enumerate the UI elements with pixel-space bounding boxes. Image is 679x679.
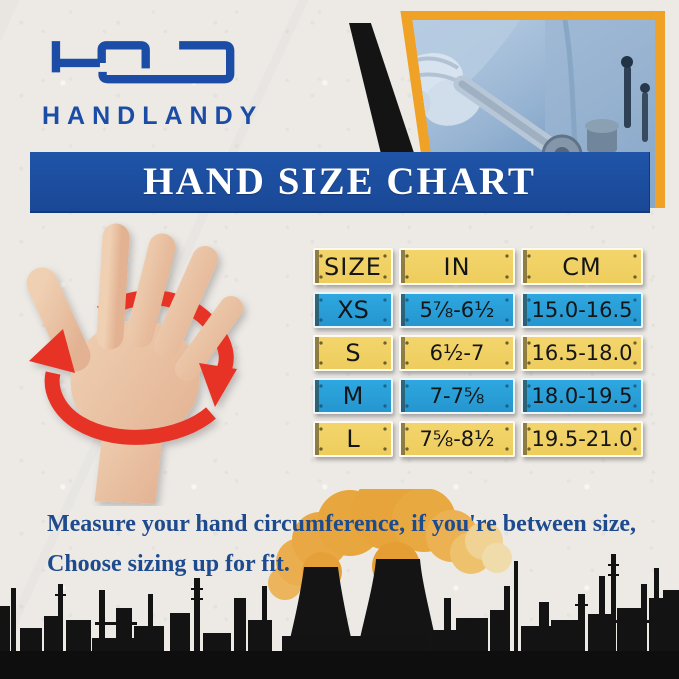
smoke-clouds	[268, 489, 512, 600]
cell-size-xs: XS	[313, 292, 393, 328]
title-banner: HAND SIZE CHART	[30, 152, 650, 213]
measure-arrow-lower	[29, 329, 237, 445]
cell-cm-s: 16.5-18.0	[521, 335, 643, 371]
cell-in-xs: 5⅞-6½	[399, 292, 515, 328]
cell-size-l: L	[313, 421, 393, 457]
fingers	[26, 223, 243, 381]
cell-cm-xs: 15.0-16.5	[521, 292, 643, 328]
size-chart-table: SIZE IN CM XS 5⅞-6½ 15.0-16.5 S 6½-7 16.…	[313, 248, 643, 457]
industrial-skyline	[0, 489, 679, 679]
cell-cm-m: 18.0-19.5	[521, 378, 643, 414]
cell-in-m: 7-7⅝	[399, 378, 515, 414]
page-title: HAND SIZE CHART	[143, 160, 536, 203]
brand-logo-monogram	[51, 41, 235, 84]
measure-instruction-line1: Measure your hand circumference, if you'…	[47, 511, 637, 537]
cell-cm-l: 19.5-21.0	[521, 421, 643, 457]
header-size: SIZE	[313, 248, 393, 285]
brand-name: HANDLANDY	[42, 102, 264, 130]
skyline-base	[0, 651, 679, 679]
hand-with-arrow	[26, 223, 243, 504]
header-in: IN	[399, 248, 515, 285]
cell-in-s: 6½-7	[399, 335, 515, 371]
measure-instruction-line2: Choose sizing up for fit.	[47, 551, 290, 577]
hand-measurement-graphic	[15, 221, 305, 506]
header-cm: CM	[521, 248, 643, 285]
brand-logo: HANDLANDY	[42, 31, 292, 131]
cell-in-l: 7⅝-8½	[399, 421, 515, 457]
cell-size-m: M	[313, 378, 393, 414]
cell-size-s: S	[313, 335, 393, 371]
cooling-towers	[286, 559, 439, 655]
